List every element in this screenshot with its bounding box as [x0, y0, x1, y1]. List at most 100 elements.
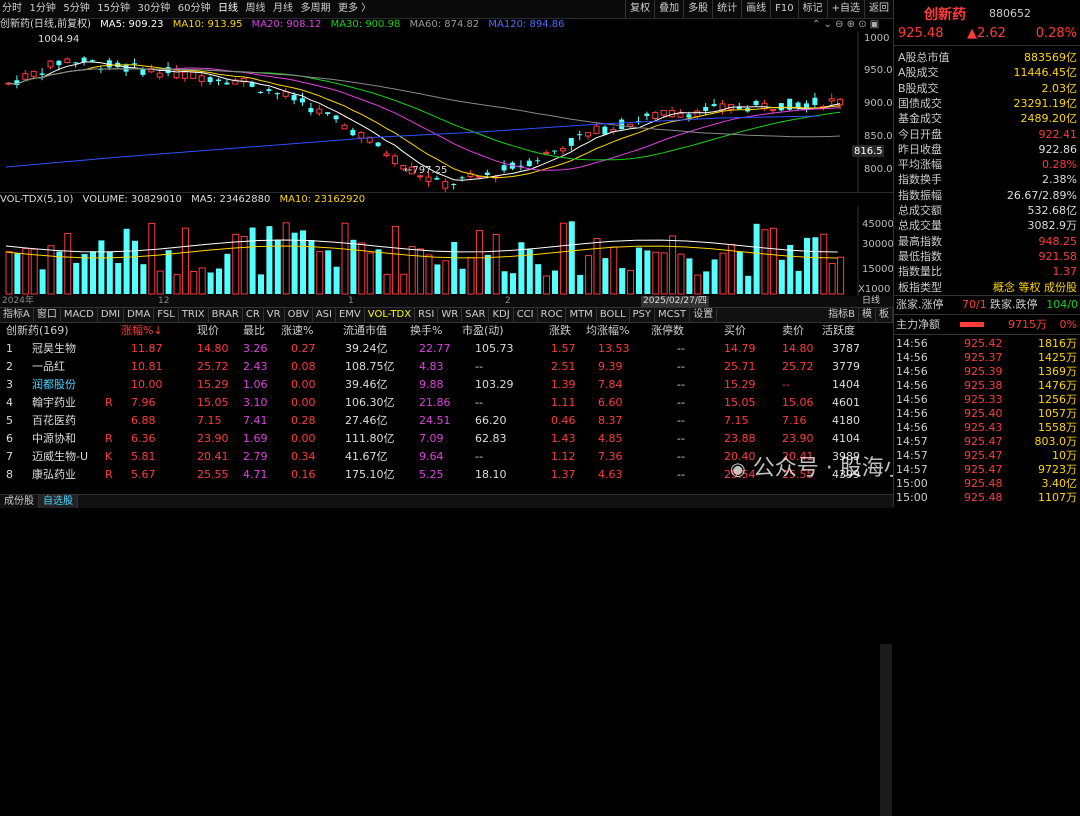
tab-vol-tdx[interactable]: VOL-TDX	[365, 308, 416, 322]
candlestick-chart[interactable]: 1004.94 ←797.25 1000 950.0 900.0 850.0 8…	[0, 32, 893, 192]
add-watchlist-button[interactable]: +自选	[826, 0, 864, 18]
tab-60min[interactable]: 60分钟	[177, 3, 211, 14]
main-flow-row: 主力净额 9715万 0%	[894, 317, 1080, 332]
table-row[interactable]: 7 迈威生物-U K 5.81 20.41 2.79 0.34 41.67亿 9.64 -- 1.1…	[0, 448, 893, 466]
tab-30min[interactable]: 30分钟	[137, 3, 171, 14]
tab-constituents[interactable]: 成份股	[0, 495, 39, 508]
ma-line	[8, 68, 841, 161]
col-header[interactable]: 买价	[724, 324, 746, 337]
tab-daily[interactable]: 日线	[217, 3, 238, 14]
tab-template[interactable]: 模	[859, 308, 876, 322]
col-header[interactable]: 涨速%	[281, 324, 314, 337]
tab-15min[interactable]: 15分钟	[97, 3, 130, 14]
tab-cr[interactable]: CR	[243, 308, 264, 322]
volume-bar	[804, 237, 810, 294]
col-header[interactable]: 现价	[197, 324, 219, 337]
col-header[interactable]: 活跃度	[822, 324, 855, 337]
tab-macd[interactable]: MACD	[61, 308, 98, 322]
up-label: 涨家.涨停	[896, 298, 944, 311]
tab-mtm[interactable]: MTM	[566, 308, 597, 322]
overlay-button[interactable]: 叠加	[654, 0, 683, 18]
table-scrollbar[interactable]	[880, 644, 892, 816]
change-pct: 6.88	[131, 414, 156, 427]
tab-indicator-a[interactable]: 指标A	[0, 308, 34, 322]
tab-dmi[interactable]: DMI	[98, 308, 125, 322]
tab-multi-period[interactable]: 多周期	[300, 3, 331, 14]
ratio: 1.69	[243, 432, 268, 445]
volume-bar	[232, 233, 240, 295]
tab-wr[interactable]: WR	[438, 308, 463, 322]
multi-stock-button[interactable]: 多股	[683, 0, 712, 18]
tab-psy[interactable]: PSY	[630, 308, 656, 322]
candle-body	[778, 103, 784, 111]
tab-indicator-b[interactable]: 指标B	[825, 308, 859, 322]
volume-bar	[5, 251, 13, 295]
col-header[interactable]: 换手%	[410, 324, 443, 337]
tab-more[interactable]: 更多 〉	[337, 3, 372, 14]
tab-weekly[interactable]: 周线	[245, 3, 266, 14]
back-button[interactable]: 返回	[864, 0, 893, 18]
tab-mcst[interactable]: MCST	[655, 308, 691, 322]
tab-obv[interactable]: OBV	[285, 308, 313, 322]
tab-monthly[interactable]: 月线	[272, 3, 293, 14]
col-header[interactable]: 涨停数	[651, 324, 684, 337]
col-header[interactable]: 涨幅%↓	[121, 324, 163, 337]
table-row[interactable]: 2 一品红 10.81 25.72 2.43 0.08 108.75亿 4.83 -- 2.51 9…	[0, 358, 893, 376]
tab-fsl[interactable]: FSL	[154, 308, 179, 322]
tab-dma[interactable]: DMA	[124, 308, 155, 322]
table-row[interactable]: 4 翰宇药业 R 7.96 15.05 3.10 0.00 106.30亿 21.86 -- 1.1…	[0, 394, 893, 412]
float-cap: 111.80亿	[345, 432, 395, 445]
tab-1min[interactable]: 1分钟	[29, 3, 56, 14]
tab-vr[interactable]: VR	[264, 308, 285, 322]
tab-kdj[interactable]: KDJ	[489, 308, 514, 322]
col-header[interactable]: 卖价	[782, 324, 804, 337]
turnover: 9.64	[419, 450, 444, 463]
tab-window[interactable]: 窗口	[34, 308, 61, 322]
adjust-button[interactable]: 复权	[625, 0, 654, 18]
tab-sar[interactable]: SAR	[462, 308, 490, 322]
tab-5min[interactable]: 5分钟	[63, 3, 90, 14]
col-header[interactable]: 市盈(动)	[462, 324, 504, 337]
tab-cci[interactable]: CCI	[514, 308, 538, 322]
mark-button[interactable]: 标记	[797, 0, 827, 18]
tab-asi[interactable]: ASI	[313, 308, 336, 322]
stat-label: 国债成交	[898, 96, 942, 110]
stats-button[interactable]: 统计	[712, 0, 741, 18]
tab-intraday[interactable]: 分时	[2, 3, 22, 14]
col-header[interactable]: 流通市值	[343, 324, 387, 337]
table-row[interactable]: 1 冠昊生物 11.87 14.80 3.26 0.27 39.24亿 22.77 105.73…	[0, 340, 893, 358]
col-header[interactable]: 均涨幅%	[586, 324, 630, 337]
tab-brar[interactable]: BRAR	[209, 308, 243, 322]
tab-roc[interactable]: ROC	[538, 308, 567, 322]
tick-price: 925.47	[964, 449, 1003, 462]
table-row[interactable]: 5 百花医药 6.88 7.15 7.41 0.28 27.46亿 24.51 66.20 0.4…	[0, 412, 893, 430]
tab-settings[interactable]: 设置	[690, 308, 718, 322]
tick-volume: 1425万	[1038, 351, 1077, 364]
draw-button[interactable]: 画线	[741, 0, 770, 18]
tab-emv[interactable]: EMV	[336, 308, 365, 322]
tab-board[interactable]: 板	[876, 308, 893, 322]
table-row[interactable]: 6 中源协和 R 6.36 23.90 1.69 0.00 111.80亿 7.09 62.83 1…	[0, 430, 893, 448]
tab-boll[interactable]: BOLL	[597, 308, 630, 322]
table-row[interactable]: 3 润都股份 10.00 15.29 1.06 0.00 39.46亿 9.88 103.29 1…	[0, 376, 893, 394]
volume-bar	[165, 250, 172, 294]
volume-chart[interactable]: 45000 30000 15000 X1000	[0, 206, 893, 296]
volume-bar	[47, 245, 55, 295]
stat-value: 概念 等权 成份股	[993, 280, 1077, 294]
candle-body	[341, 124, 348, 130]
volume-bar	[585, 255, 593, 295]
volume-bar	[820, 233, 828, 295]
change: 2.51	[551, 360, 576, 373]
f10-button[interactable]: F10	[770, 0, 797, 18]
tab-watchlist[interactable]: 自选股	[39, 495, 78, 508]
bid: 23.88	[724, 432, 756, 445]
tab-trix[interactable]: TRIX	[179, 308, 209, 322]
col-header[interactable]: 创新药(169)	[6, 324, 69, 337]
candle-body	[232, 79, 239, 85]
volume-bar	[258, 274, 264, 294]
table-row[interactable]: 8 康弘药业 R 5.67 25.55 4.71 0.16 175.10亿 5.25 18.10 1…	[0, 466, 893, 484]
chart-controls[interactable]: ⌃ ⌄ ⊖ ⊕ ⊙ ▣	[812, 19, 880, 30]
col-header[interactable]: 最比	[243, 324, 265, 337]
col-header[interactable]: 涨跌	[549, 324, 571, 337]
tab-rsi[interactable]: RSI	[415, 308, 439, 322]
